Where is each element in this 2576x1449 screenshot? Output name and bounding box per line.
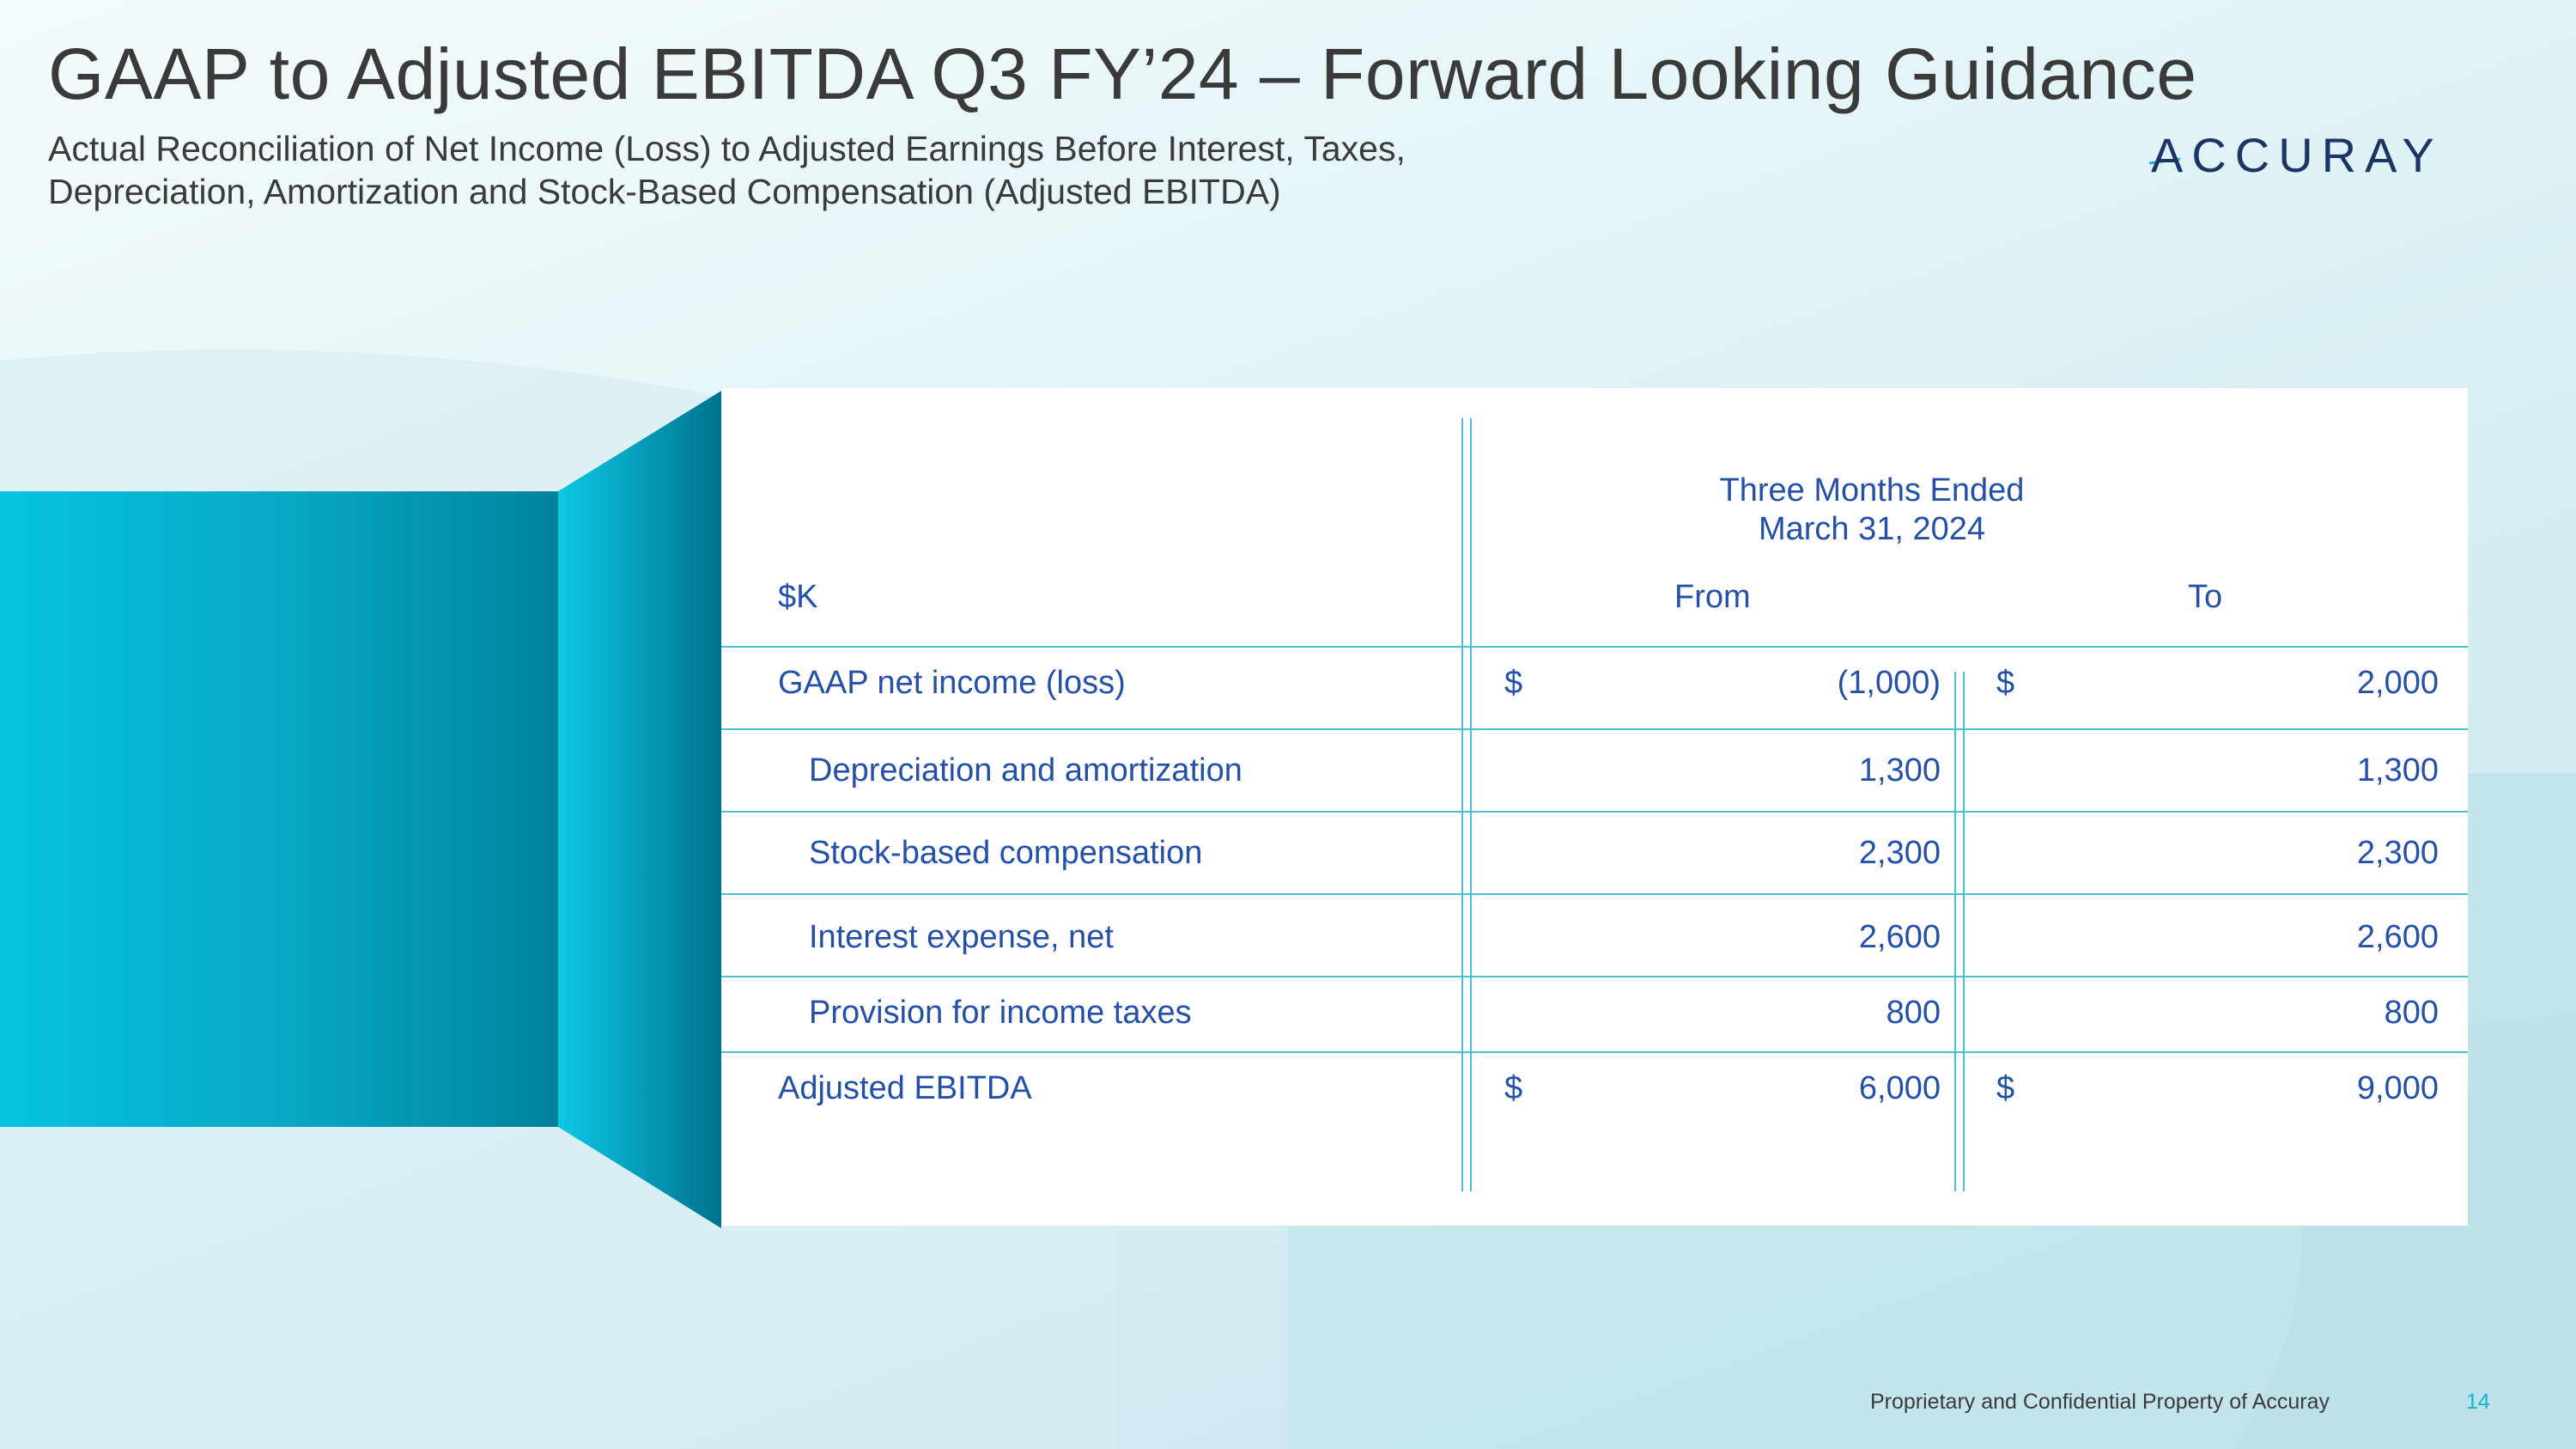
from-value: 6,000 <box>1858 1070 1941 1106</box>
row-divider <box>721 728 2468 730</box>
from-value: 2,300 <box>1858 835 1941 871</box>
row-label-adjusted-ebitda: Adjusted EBITDA <box>778 1070 1032 1106</box>
from-value: 800 <box>1886 995 1941 1031</box>
company-logo: ACCURAY <box>2151 128 2443 182</box>
footer-confidentiality: Proprietary and Confidential Property of… <box>1870 1390 2330 1414</box>
row-divider <box>721 811 2468 813</box>
from-value: 2,600 <box>1858 919 1941 955</box>
row-label-interest-expense: Interest expense, net <box>809 919 1114 955</box>
row-divider <box>721 893 2468 895</box>
subtitle-line-2: Depreciation, Amortization and Stock-Bas… <box>48 172 1281 211</box>
from-currency-symbol: $ <box>1504 1070 1523 1106</box>
row-label-stock-compensation: Stock-based compensation <box>809 835 1203 871</box>
to-currency-symbol: $ <box>1996 665 2015 701</box>
row-divider <box>721 1051 2468 1053</box>
to-value: 2,600 <box>2356 919 2439 955</box>
row-label-depreciation: Depreciation and amortization <box>809 752 1242 788</box>
column-divider <box>1954 672 1956 1191</box>
column-divider <box>1461 418 1463 1191</box>
column-divider <box>1470 418 1472 1191</box>
to-value: 2,300 <box>2356 835 2439 871</box>
to-value: 1,300 <box>2356 752 2439 788</box>
period-header: Three Months Ended March 31, 2024 <box>1666 472 2078 549</box>
unit-label: $K <box>778 579 818 615</box>
to-value: 9,000 <box>2356 1070 2439 1106</box>
decorative-prism <box>0 391 721 1228</box>
to-value: 2,000 <box>2356 665 2439 701</box>
column-header-from: From <box>1674 579 1751 615</box>
from-value: (1,000) <box>1837 665 1941 701</box>
from-currency-symbol: $ <box>1504 665 1523 701</box>
row-label-income-taxes: Provision for income taxes <box>809 995 1192 1031</box>
row-divider <box>721 976 2468 977</box>
row-label-gaap-net-income: GAAP net income (loss) <box>778 665 1126 701</box>
from-value: 1,300 <box>1858 752 1941 788</box>
to-value: 800 <box>2384 995 2439 1031</box>
column-divider <box>1963 672 1965 1191</box>
column-header-to: To <box>2188 579 2223 615</box>
subtitle-line-1: Actual Reconciliation of Net Income (Los… <box>48 129 1406 168</box>
period-header-line-1: Three Months Ended <box>1719 472 2025 508</box>
slide-title: GAAP to Adjusted EBITDA Q3 FY’24 – Forwa… <box>48 33 2197 114</box>
page-number: 14 <box>2466 1390 2490 1414</box>
slide-subtitle: Actual Reconciliation of Net Income (Los… <box>48 127 1680 213</box>
period-header-line-2: March 31, 2024 <box>1758 511 1986 547</box>
row-divider <box>721 646 2468 648</box>
reconciliation-table: Three Months Ended March 31, 2024 $K Fro… <box>721 388 2468 1226</box>
to-currency-symbol: $ <box>1996 1070 2015 1106</box>
